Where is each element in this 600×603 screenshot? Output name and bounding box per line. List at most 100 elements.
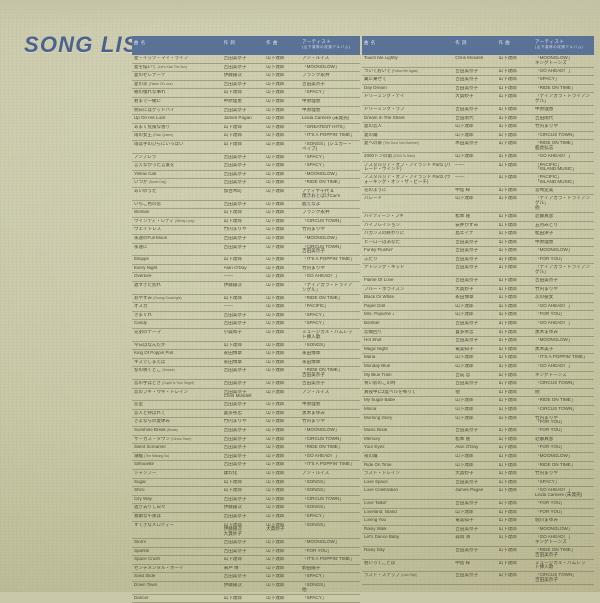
lyricist-name: 吉田美奈子 (455, 338, 479, 343)
cell-lyricist: 吉田美奈子 (224, 56, 267, 61)
lyricist-name: 山下達郎 (223, 141, 242, 146)
table-row: 朝の憧れな事れ 山下達郎 山下達郎 「SPACY」 (132, 89, 360, 98)
artist-entry: 「CIRCUS TOWN」 (534, 407, 577, 411)
cell-artist: 駒田陽子 (302, 566, 358, 571)
composer-name: 山下達郎 (266, 171, 285, 176)
cell-song: 夜の踊 (364, 454, 455, 459)
table-row: Rainy Day 吉田美奈子 山下達郎 「RIDE ON TIME」 吉田美奈子 (362, 547, 594, 560)
cell-song: ふたり (364, 257, 455, 262)
artist-entry: キングトーンズ (534, 59, 567, 65)
table-row: あいのうた 加古木町 山下達郎 アディヤ千代 & 僕きおとばけCar's (132, 188, 360, 201)
cell-artist: ミュージカル・ハムレット挿入歌 (302, 330, 358, 340)
cell-artist: 松田津子 (535, 231, 592, 236)
composer-name: 山下達郎 (266, 522, 285, 527)
artist-entry: 「CIRCUS TOWN」 (301, 218, 344, 223)
table-row: 雨の女王 (Rain Queen) 山下達郎 山下達郎 「IT'S A POPPIN'… (132, 132, 360, 141)
cell-composer: 山下達郎 (499, 133, 535, 138)
song-title: 遅すぎた別れ (134, 282, 161, 287)
table-row: ラスト・トレイン 大貫妙子 山下達郎 竹内まりや (362, 470, 594, 479)
cell-artist: 竹内まりや (535, 124, 592, 129)
song-title: Solid Slide (134, 574, 156, 579)
cell-lyricist: 木田美奈子 (455, 141, 498, 146)
cell-composer: 山下達郎 (499, 287, 535, 292)
composer-name: 山下達郎 (266, 565, 285, 570)
cell-lyricist: 山下達郎 (455, 510, 498, 515)
cell-composer: 山下達郎 (499, 548, 535, 553)
lyricist-name: 山下達郎 (455, 154, 474, 159)
composer-name: 山下達郎 (498, 141, 517, 146)
lyricist-name: Chris Mosdell (455, 56, 484, 60)
song-title: King Of Poppin Poit (134, 351, 174, 356)
artist-entry: 「IT'S A POPPIN' TIME」 (301, 557, 355, 562)
cell-lyricist: 山下達郎 (224, 142, 267, 147)
cell-composer: 山下達郎 (266, 419, 302, 424)
cell-composer: 山下達郎 (499, 510, 535, 515)
song-title: 夏の踊 (364, 132, 378, 137)
artist-entry: 「SPACY」 (534, 479, 560, 484)
table-row: 君まで一緒に 中原理恵 山下達郎 中原理恵 (132, 98, 360, 107)
artist-entry: 「ISLAND MUSIC」 (534, 179, 577, 185)
artist-entry: 「FOR YOU」 (534, 312, 566, 317)
artist-entry: 「CIRCUS TOWN」 (301, 244, 344, 249)
composer-name: 山下達郎 (498, 175, 517, 180)
cell-song: Bomber (364, 321, 455, 326)
artist-entry: ミュージカル・ハムレット挿入歌 (534, 560, 586, 570)
lyricist-name: 山下達郎 (455, 196, 474, 201)
artist-entry: 「PACIFIC」 (301, 304, 329, 309)
cell-artist: 「RIDE ON TIME」 吉田美奈子 (535, 548, 592, 558)
cell-composer: 山下達郎 (266, 505, 302, 510)
artist-entry: 「SPACY」 (301, 595, 327, 600)
artist-entry: 「GO AHEAD！」 (534, 321, 573, 326)
artist-entry: 竹内まりや (301, 227, 325, 232)
cell-composer: 山下達郎 (499, 321, 535, 326)
cell-song: センチメンタル・ボーイ (134, 566, 224, 571)
lyricist-name: 松本 隆 (455, 436, 471, 441)
cell-lyricist: 吉田美奈子 (455, 265, 498, 270)
lyricist-name: 山下達郎 (223, 522, 242, 527)
cell-song: Space Crush (134, 557, 224, 562)
lyricist-name: 吉田美奈子 (223, 235, 247, 240)
artist-entry: 中原理恵 (534, 239, 554, 244)
table-row: Space Crush 山下達郎 山下達郎 「IT'S A POPPIN' TIME」 (132, 556, 360, 565)
cell-lyricist: 山下達郎 (455, 355, 498, 360)
artist-entry: 竹内まりや (534, 471, 558, 476)
artist-entry: 吉田美奈子 (301, 248, 325, 254)
table-row: Flame Of Love 吉田美奈子 山下達郎 吉田美奈子 (362, 277, 594, 286)
lyricist-name: 吉田美奈子 (223, 201, 247, 206)
artist-entry: 駒田陽子 (301, 565, 321, 570)
song-title: サーカス・タウン (134, 436, 170, 441)
cell-song: Mrs. Popurrie ♪ (364, 312, 455, 317)
cell-song: Ride On Time (364, 463, 455, 468)
artist-entry: 「GO AHEAD！」 (534, 154, 573, 159)
cell-lyricist: 山下達郎 (224, 296, 267, 301)
song-title: Silent Screamer (134, 445, 167, 450)
cell-lyricist: 伊藤銀次 (224, 583, 267, 588)
lyricist-name: 吉田美奈子 (223, 64, 247, 69)
lyricist-name: 山下達郎 (223, 90, 242, 95)
cell-song: Music Book (364, 428, 455, 433)
composer-name: 山下達郎 (498, 77, 517, 82)
cell-artist: 吉田南代 (535, 116, 592, 121)
composer-name: 山下達郎 (266, 274, 285, 279)
artist-entry: 竹内まりや (534, 286, 558, 291)
cell-composer: 山下達郎 (499, 518, 535, 523)
lyricist-name: 山下達郎 (223, 124, 242, 129)
cell-lyricist: 吉田美奈子 (455, 248, 498, 253)
song-title: センチメンタル・ボーイ (134, 565, 184, 570)
song-list-table-right: 曲 名 作 詞 作 曲 アーティスト (山下達郎の収録アルバム) Touch M… (362, 36, 594, 585)
composer-name: 山下達郎 (266, 488, 285, 493)
lyricist-name: 伊藤銀次 (223, 582, 242, 587)
table-row: 雨は手のひらにいっぱい 山下達郎 山下達郎 「SONGS」(シュガー・ベイブ) (132, 141, 360, 154)
lyricist-name: 森岡 清 (455, 535, 471, 540)
artist-entry: 「SPACY」 (301, 163, 327, 168)
cell-song: 言えなかった言葉を (134, 163, 224, 168)
cell-song: Up On His Luck (134, 116, 224, 121)
cell-composer: 山下達郎 (266, 304, 302, 309)
cell-composer: 山下達郎 (266, 411, 302, 416)
cell-lyricist: 竹内まりや (224, 419, 267, 424)
composer-name: 山下達郎 (498, 389, 517, 394)
column-header-artist-sub: (山下達郎の収録アルバム) (534, 44, 584, 49)
cell-composer: 山下達郎 (266, 596, 302, 601)
cell-lyricist: 山下達郎 (224, 90, 267, 95)
song-title: 夏への扉 (364, 141, 382, 146)
